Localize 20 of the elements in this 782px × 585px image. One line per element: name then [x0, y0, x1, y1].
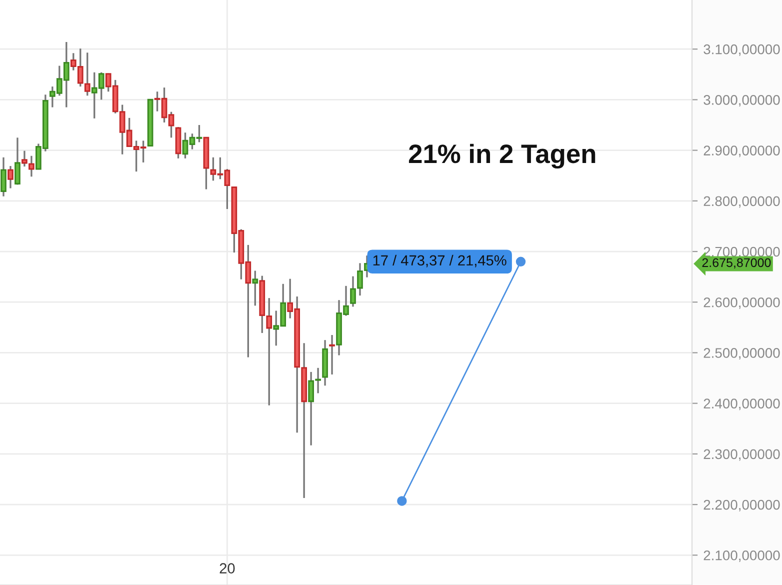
candlestick: [252, 270, 258, 306]
y-tick-label: 2.500,00000: [704, 348, 780, 360]
text: 2.675,87000: [702, 258, 771, 269]
y-tick-label: 2.600,00000: [704, 297, 780, 309]
candlestick: [329, 334, 335, 376]
y-tick-label: 2.900,00000: [704, 146, 780, 158]
candlestick: [8, 165, 14, 190]
y-tick-label: 2.100,00000: [704, 550, 780, 562]
y-tick-label: 2.700,00000: [704, 246, 780, 258]
y-tick-label: 2.800,00000: [704, 196, 780, 208]
annotation: 17 / 473,37 / 21,45%: [373, 254, 506, 268]
candlestick: [0, 156, 6, 198]
y-tick-label: 2.300,00000: [704, 449, 780, 461]
x-tick-label: 20: [220, 563, 235, 574]
candlestick: [14, 136, 20, 186]
y-tick-label: 2.400,00000: [704, 398, 780, 410]
y-tick-label: 3.000,00000: [704, 95, 780, 107]
y-tick-label: 2.200,00000: [704, 500, 780, 512]
y-tick-label: 3.100,00000: [704, 44, 780, 56]
annotation: 21% in 2 Tagen: [408, 144, 596, 169]
